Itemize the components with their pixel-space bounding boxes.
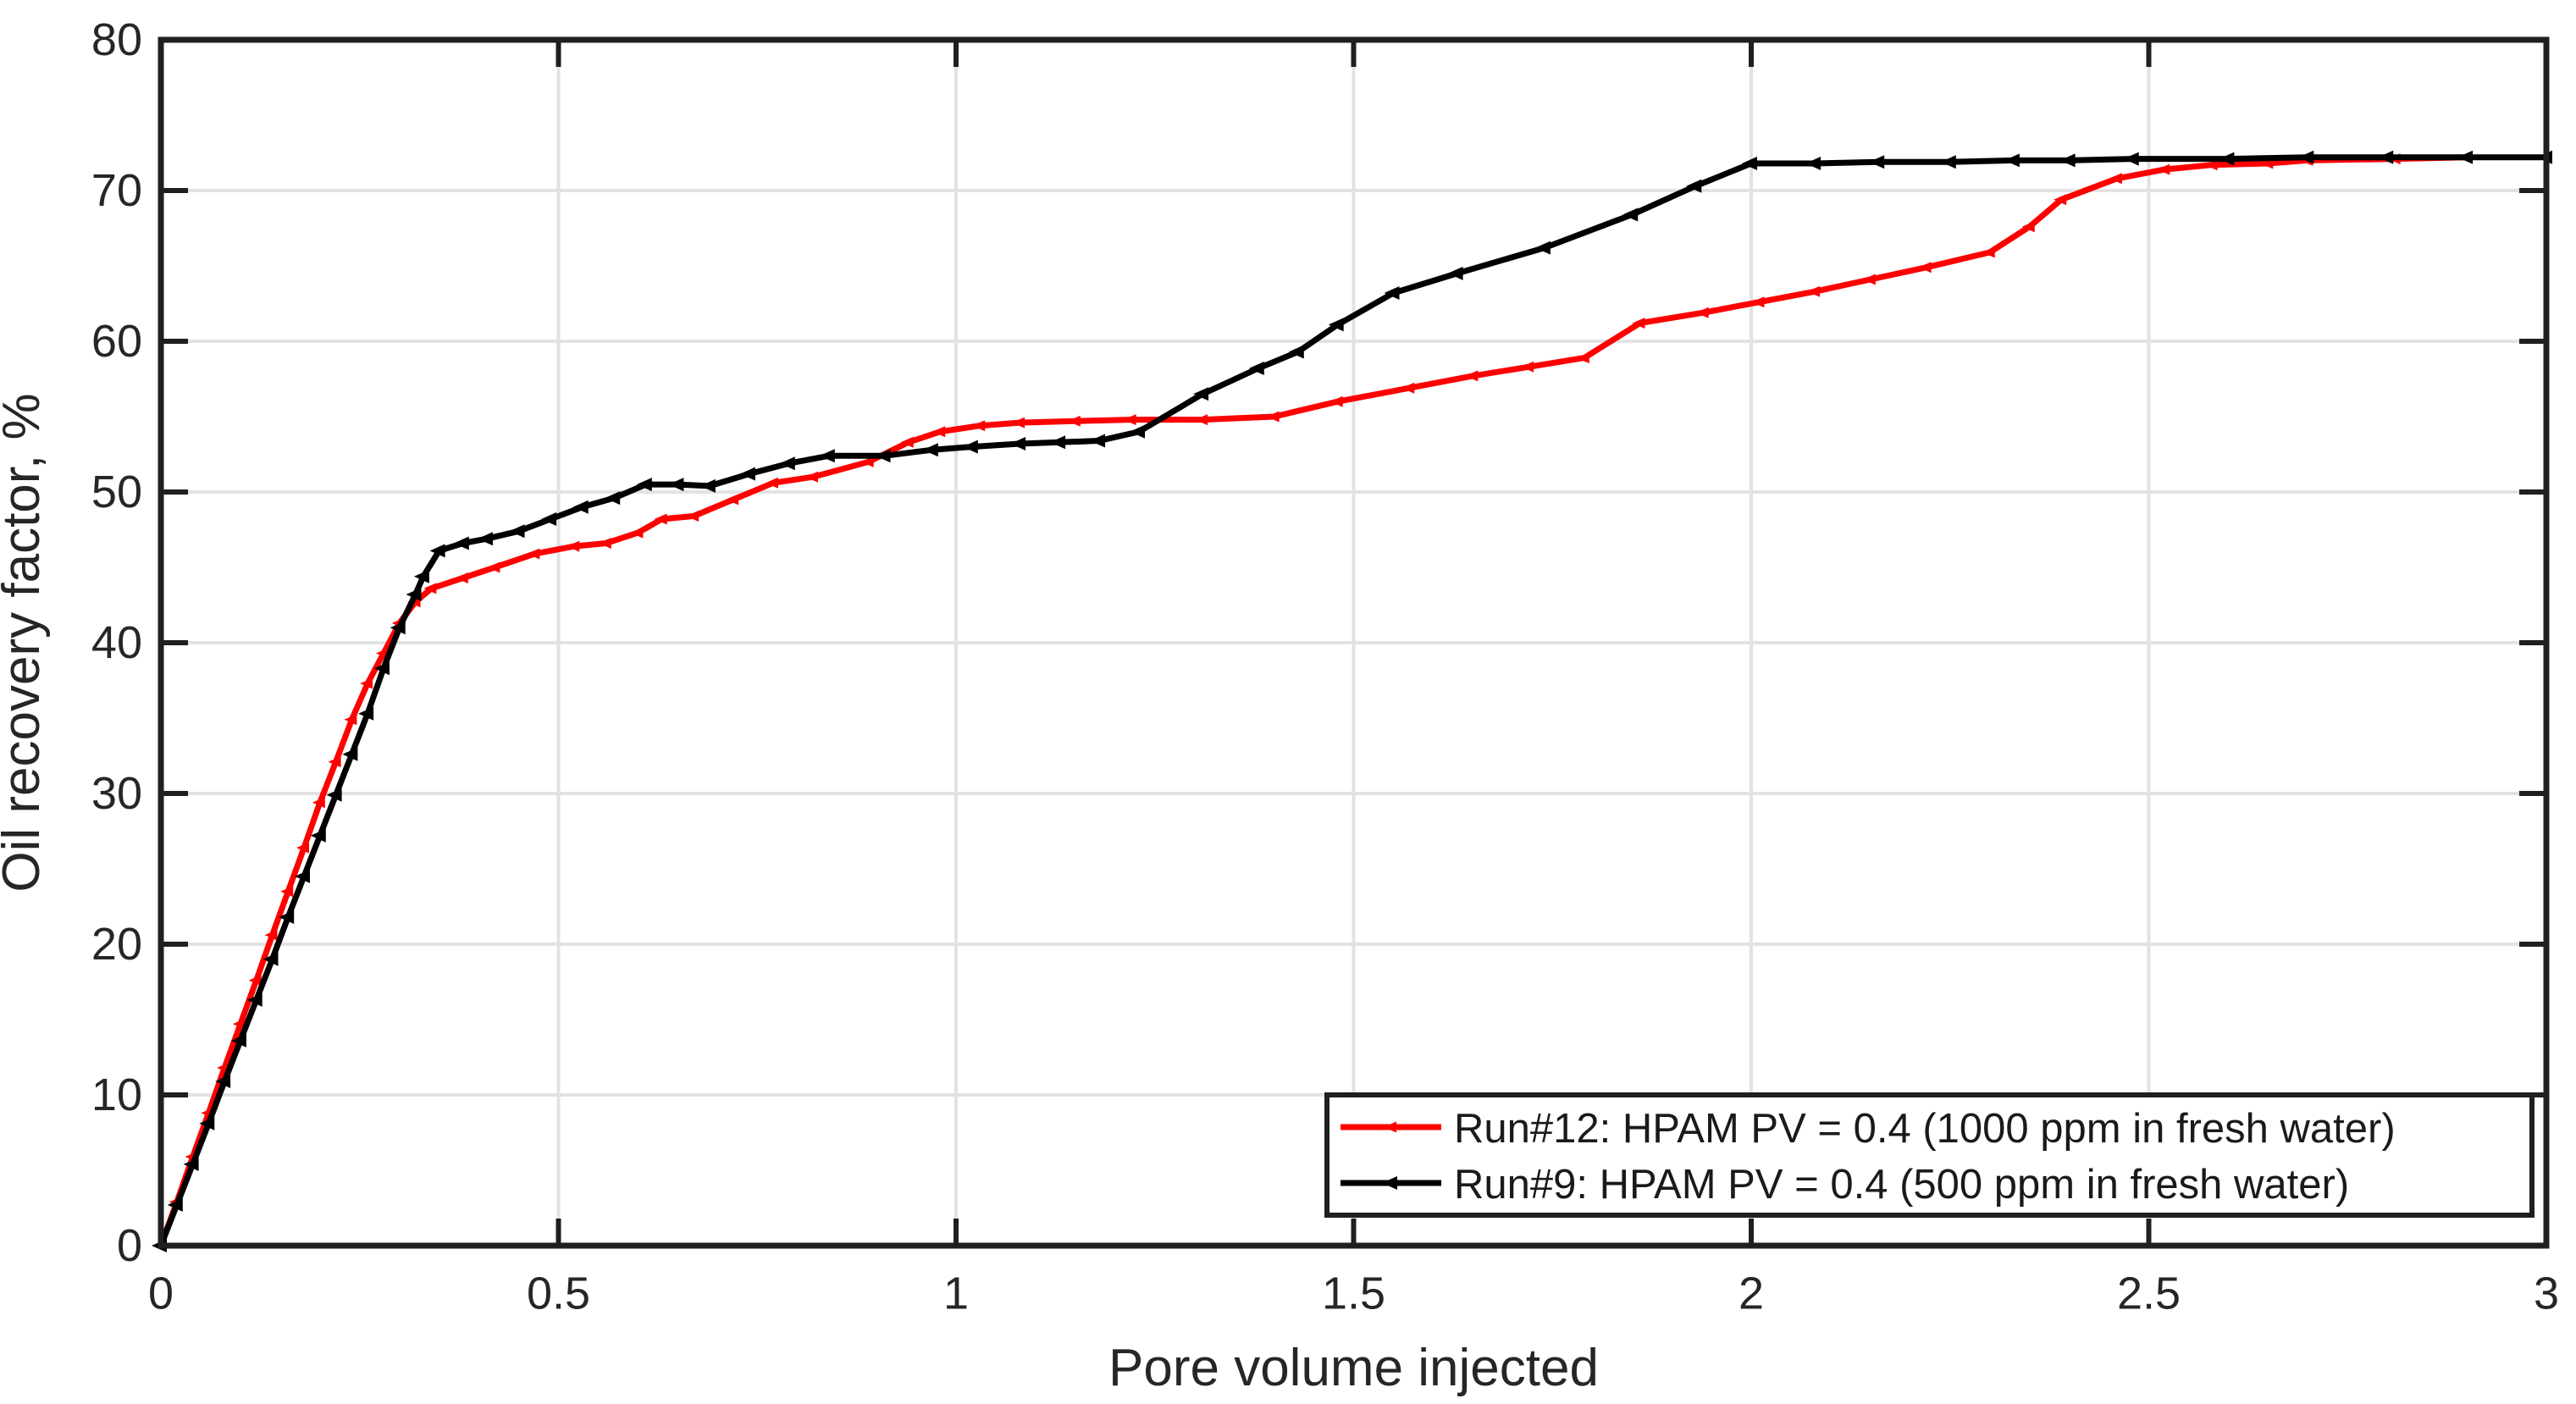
legend-box xyxy=(1324,1092,2535,1218)
y-tick-label: 60 xyxy=(91,316,142,367)
x-tick-label: 0.5 xyxy=(527,1268,590,1318)
x-tick-label: 1.5 xyxy=(1322,1268,1385,1318)
legend-entry-run9: Run#9: HPAM PV = 0.4 (500 ppm in fresh w… xyxy=(1341,1162,2349,1208)
y-tick-label: 50 xyxy=(91,467,142,517)
x-axis-label: Pore volume injected xyxy=(1108,1339,1599,1397)
y-tick-label: 40 xyxy=(91,617,142,668)
series-run12 xyxy=(153,152,2473,1252)
y-tick-label: 70 xyxy=(91,165,142,216)
x-tick-label: 1 xyxy=(943,1268,969,1318)
x-tick-label: 0 xyxy=(148,1268,174,1318)
tick-marks xyxy=(158,37,2549,1248)
x-tick-label: 3 xyxy=(2534,1268,2559,1318)
legend-marker-triangle-left-icon xyxy=(1382,1176,1397,1190)
y-tick-label: 20 xyxy=(91,919,142,970)
y-axis-label: Oil recovery factor, % xyxy=(0,393,51,892)
legend: Run#12: HPAM PV = 0.4 (1000 ppm in fresh… xyxy=(1324,1092,2535,1218)
y-tick-label: 10 xyxy=(91,1070,142,1120)
legend-label: Run#9: HPAM PV = 0.4 (500 ppm in fresh w… xyxy=(1454,1162,2349,1208)
legend-marker-triangle-left-icon xyxy=(1384,1121,1396,1133)
x-tick-label: 2 xyxy=(1739,1268,1764,1318)
y-tick-label: 80 xyxy=(91,14,142,65)
legend-entry-run12: Run#12: HPAM PV = 0.4 (1000 ppm in fresh… xyxy=(1341,1106,2396,1152)
y-tick-label: 0 xyxy=(117,1220,142,1271)
series-run9 xyxy=(152,150,2552,1252)
y-tick-label: 30 xyxy=(91,768,142,819)
grid-lines xyxy=(161,40,2546,1246)
legend-label: Run#12: HPAM PV = 0.4 (1000 ppm in fresh… xyxy=(1454,1106,2396,1152)
x-tick-label: 2.5 xyxy=(2117,1268,2181,1318)
